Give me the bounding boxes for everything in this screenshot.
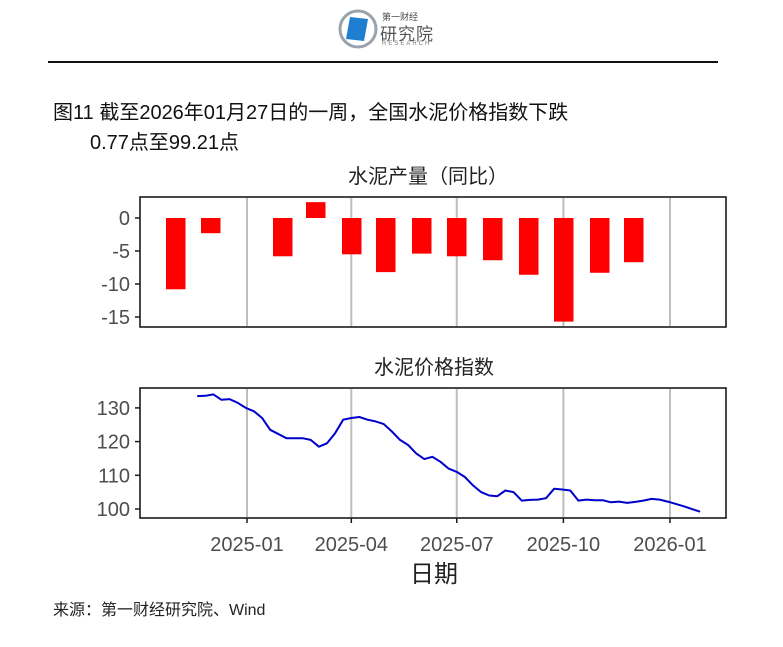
bar	[483, 218, 503, 261]
figure-title-line2: 0.77点至99.21点	[90, 132, 239, 154]
bar-chart-y-axis: 0 -5 -10 -15	[101, 208, 140, 329]
bar	[590, 218, 610, 273]
bar	[519, 218, 539, 275]
x-axis: 2025-01 2025-04 2025-07 2025-10 2026-01	[210, 518, 707, 556]
svg-text:-10: -10	[101, 274, 130, 296]
bar	[447, 218, 467, 257]
figure-title-line1: 图11 截至2026年01月27日的一周，全国水泥价格指数下跌	[53, 102, 569, 124]
svg-text:2025-07: 2025-07	[420, 534, 493, 556]
bar	[624, 218, 644, 263]
line-chart-frame	[139, 387, 727, 519]
bar-chart-panel: 水泥产量（同比） 0 -5 -10 -15	[101, 164, 727, 329]
svg-text:120: 120	[97, 432, 130, 454]
svg-text:2025-01: 2025-01	[210, 534, 283, 556]
x-axis-label: 日期	[410, 560, 458, 588]
bar	[166, 218, 186, 290]
svg-text:2026-01: 2026-01	[633, 534, 706, 556]
price-index-line	[197, 393, 701, 513]
svg-text:100: 100	[97, 499, 130, 521]
logo-line2: 研究院	[380, 25, 434, 45]
svg-text:130: 130	[97, 398, 130, 420]
svg-text:0: 0	[119, 208, 130, 230]
svg-text:-5: -5	[112, 241, 130, 263]
bar	[201, 218, 221, 234]
bar	[306, 202, 326, 218]
line-chart-title: 水泥价格指数	[374, 355, 494, 379]
svg-text:-15: -15	[101, 307, 130, 329]
bar	[412, 218, 432, 254]
bar-chart-frame	[139, 196, 727, 328]
header-divider	[48, 61, 718, 63]
logo-line1: 第一财经	[382, 12, 419, 22]
line-chart-y-axis: 100 110 120 130	[97, 398, 140, 521]
bar	[342, 218, 362, 255]
logo: 第一财经 研究院 RESEARCH	[338, 8, 438, 50]
logo-line3: RESEARCH	[382, 41, 432, 47]
source-note: 来源：第一财经研究院、Wind	[53, 602, 266, 619]
svg-text:110: 110	[98, 465, 130, 487]
bar	[554, 218, 574, 322]
logo-icon	[338, 9, 378, 49]
line-chart-gridlines	[246, 389, 671, 517]
bar	[376, 218, 396, 273]
bar	[273, 218, 293, 257]
svg-text:2025-10: 2025-10	[527, 534, 600, 556]
bar-chart-title: 水泥产量（同比）	[348, 164, 508, 188]
bar-chart-bars	[166, 202, 644, 322]
svg-text:2025-04: 2025-04	[315, 534, 388, 556]
